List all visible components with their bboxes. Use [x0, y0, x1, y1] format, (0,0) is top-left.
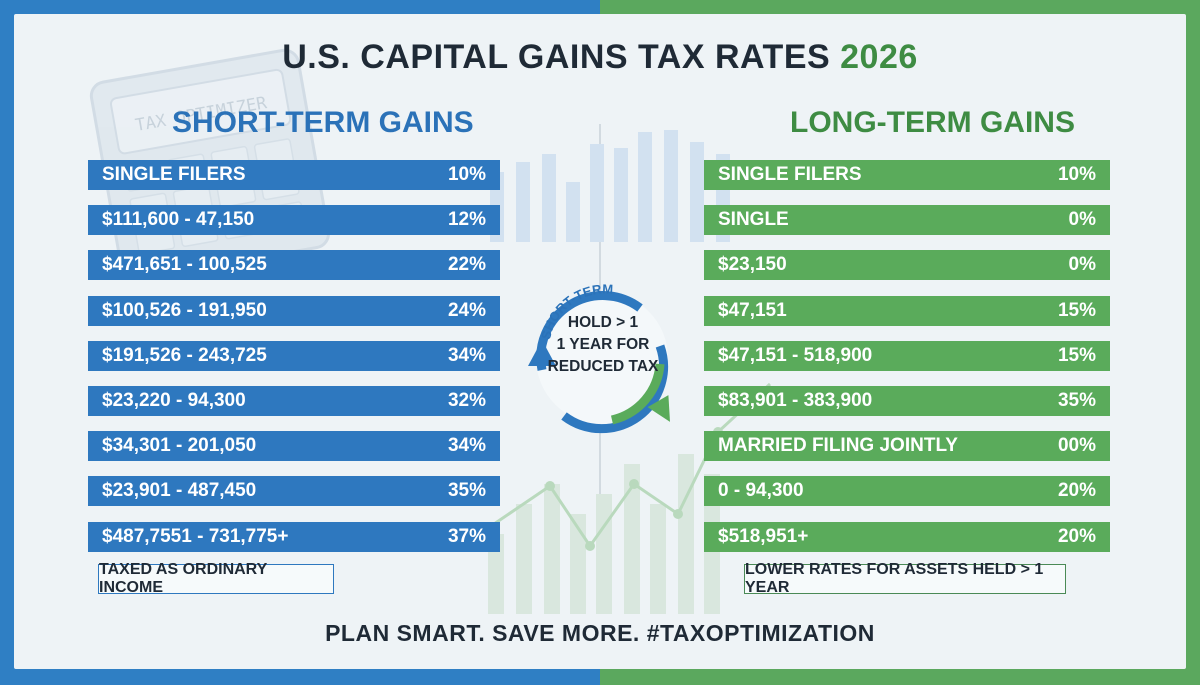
bracket-rate: 22% — [447, 254, 486, 276]
bracket-label: $111,600 - 47,150 — [102, 209, 255, 231]
cycle-center-text: HOLD > 1 1 YEAR FOR REDUCED TAX — [534, 312, 672, 378]
cycle-line-3: REDUCED TAX — [547, 358, 659, 375]
bracket-rate: 10% — [447, 164, 486, 185]
long-term-rate-row: $23,150 0% — [704, 250, 1110, 281]
bracket-label: $100,526 - 191,950 — [102, 299, 267, 321]
bracket-rate: 00% — [1057, 435, 1096, 457]
short-term-rate-row: $100,526 - 191,950 24% — [88, 295, 500, 326]
bracket-label: $487,7551 - 731,775+ — [102, 525, 289, 547]
bracket-label: $83,901 - 383,900 — [718, 389, 873, 411]
bracket-rate: 35% — [447, 480, 486, 502]
short-term-rate-list: SINGLE FILERS 10% $111,600 - 47,150 12% $471… — [88, 160, 500, 567]
long-term-heading: LONG-TERM GAINS — [790, 106, 1075, 139]
footer-slogan: PLAN SMART. SAVE MORE. #TAXOPTIMIZATION — [325, 620, 875, 646]
bracket-rate: 12% — [447, 209, 486, 231]
long-term-rate-row: $518,951+ 20% — [704, 521, 1110, 552]
bracket-rate: 15% — [1057, 344, 1096, 366]
short-term-rate-row: $471,651 - 100,525 22% — [88, 250, 500, 281]
bracket-label: $47,151 - 518,900 — [718, 344, 873, 366]
long-term-rate-row: $47,151 15% — [704, 295, 1110, 326]
bracket-label: $471,651 - 100,525 — [102, 254, 267, 276]
bracket-label: SINGLE — [718, 209, 789, 231]
bracket-label: $34,301 - 201,050 — [102, 435, 257, 457]
bracket-rate: 20% — [1057, 480, 1096, 502]
bracket-label: $23,150 — [718, 254, 787, 276]
long-term-rate-row: SINGLE FILERS 10% — [704, 160, 1110, 190]
bracket-label: $23,901 - 487,450 — [102, 480, 257, 502]
holding-period-cycle-icon: SHORT-TERM — [528, 281, 670, 434]
cycle-line-1: HOLD > 1 — [567, 314, 639, 331]
long-term-rate-row: SINGLE 0% — [704, 205, 1110, 236]
bracket-label: SINGLE FILERS — [718, 164, 862, 185]
bracket-rate: 32% — [447, 389, 486, 411]
bracket-rate: 37% — [447, 525, 486, 547]
bracket-label: $23,220 - 94,300 — [102, 389, 246, 411]
cycle-line-2: 1 YEAR FOR — [556, 336, 650, 353]
page-title: U.S. CAPITAL GAINS TAX RATES 2026 — [14, 38, 1186, 77]
bracket-label: $518,951+ — [718, 525, 809, 547]
title-text: U.S. CAPITAL GAINS TAX RATES — [282, 38, 831, 76]
bracket-rate: 34% — [447, 435, 486, 457]
bracket-rate: 35% — [1057, 389, 1096, 411]
title-year: 2026 — [840, 38, 918, 76]
bracket-rate: 34% — [447, 344, 486, 366]
bracket-rate: 24% — [447, 299, 486, 321]
bracket-label: SINGLE FILERS — [102, 164, 246, 185]
bracket-label: 0 - 94,300 — [718, 480, 804, 502]
long-term-rate-list: SINGLE FILERS 10% SINGLE 0% $23,150 0% $47,151… — [704, 160, 1110, 567]
short-term-rate-row: SINGLE FILERS 10% — [88, 160, 500, 190]
short-term-rate-row: $23,901 - 487,450 35% — [88, 476, 500, 507]
bracket-rate: 10% — [1057, 164, 1096, 185]
bracket-rate: 0% — [1068, 209, 1096, 231]
infographic-panel: TAX OPTIMIZER — [14, 14, 1186, 669]
long-term-rate-row: $83,901 - 383,900 35% — [704, 385, 1110, 416]
short-term-rate-row: $34,301 - 201,050 34% — [88, 431, 500, 462]
bracket-label: MARRIED FILING JOINTLY — [718, 435, 958, 457]
short-term-rate-row: $487,7551 - 731,775+ 37% — [88, 521, 500, 552]
short-term-heading: SHORT-TERM GAINS — [172, 106, 474, 139]
short-term-rate-row: $111,600 - 47,150 12% — [88, 205, 500, 236]
short-term-note: TAXED AS ORDINARY INCOME — [98, 561, 334, 596]
long-term-note: LOWER RATES FOR ASSETS HELD > 1 YEAR — [744, 561, 1066, 596]
long-term-rate-row: 0 - 94,300 20% — [704, 476, 1110, 507]
bracket-rate: 0% — [1068, 254, 1096, 276]
long-term-rate-row: $47,151 - 518,900 15% — [704, 340, 1110, 371]
short-term-rate-row: $23,220 - 94,300 32% — [88, 385, 500, 416]
short-term-rate-row: $191,526 - 243,725 34% — [88, 340, 500, 371]
bracket-rate: 15% — [1057, 299, 1096, 321]
bracket-label: $47,151 — [718, 299, 787, 321]
bracket-rate: 20% — [1057, 525, 1096, 547]
bracket-label: $191,526 - 243,725 — [102, 344, 267, 366]
long-term-rate-row: MARRIED FILING JOINTLY 00% — [704, 431, 1110, 462]
